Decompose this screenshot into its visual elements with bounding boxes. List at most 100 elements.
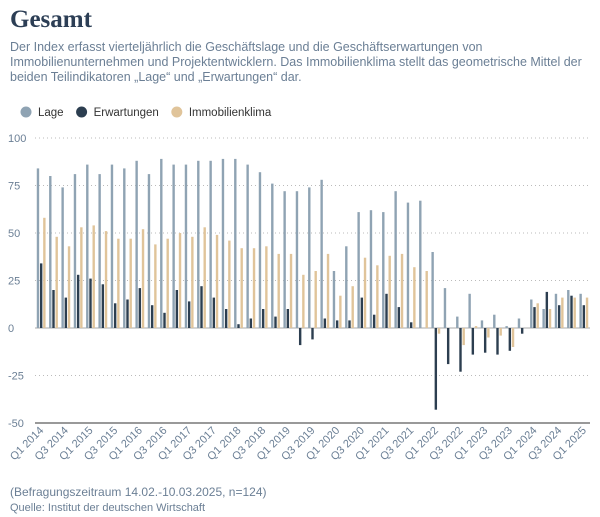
bar	[55, 236, 58, 328]
bar	[271, 183, 274, 328]
bar	[425, 271, 428, 328]
bar	[215, 234, 219, 328]
bar	[126, 299, 129, 328]
y-tick-label: -50	[8, 418, 24, 430]
bar	[154, 244, 157, 328]
bar	[397, 307, 401, 328]
bar	[76, 274, 80, 328]
bar	[104, 231, 108, 328]
legend-marker	[20, 106, 32, 118]
bar	[351, 286, 354, 328]
bar	[459, 328, 462, 372]
chart-title: Gesamt	[10, 6, 92, 33]
bar	[258, 172, 262, 328]
bar	[209, 160, 212, 328]
bar	[67, 246, 71, 328]
bar	[323, 318, 327, 328]
bar	[61, 187, 64, 328]
bar	[277, 253, 280, 328]
bar	[224, 309, 228, 328]
bar	[314, 271, 317, 328]
bar	[311, 328, 314, 340]
bar	[302, 274, 305, 328]
bar	[376, 265, 379, 328]
bar	[163, 312, 166, 328]
bar	[237, 324, 240, 328]
bar	[474, 326, 478, 328]
bar	[409, 322, 413, 328]
bar	[246, 164, 249, 328]
y-tick-label: -25	[8, 371, 24, 383]
bar	[200, 286, 203, 328]
bar	[52, 290, 55, 328]
bar	[561, 297, 564, 328]
y-tick-label: 50	[8, 228, 20, 240]
bar	[274, 316, 277, 328]
bar	[184, 164, 188, 328]
bar	[585, 297, 589, 328]
bar	[582, 305, 586, 328]
bar	[203, 227, 206, 328]
subtitle: beiden Teilindikatoren „Lage“ und „Erwar…	[10, 70, 302, 84]
bar	[129, 238, 132, 328]
bar	[542, 309, 545, 328]
bar	[135, 160, 138, 328]
bar	[150, 305, 154, 328]
bar	[80, 227, 83, 328]
legend-label: Immobilienklima	[189, 107, 272, 119]
bar	[221, 158, 225, 328]
source: Quelle: Institut der deutschen Wirtschaf…	[10, 502, 206, 514]
bar	[43, 217, 46, 328]
bar	[446, 328, 450, 365]
bar	[483, 328, 487, 353]
bar	[348, 320, 351, 328]
bar	[175, 290, 179, 328]
bar	[308, 187, 311, 328]
bar	[283, 191, 286, 328]
bar	[517, 318, 521, 328]
bar	[570, 295, 573, 328]
subtitle: Der Index erfasst vierteljährlich die Ge…	[10, 40, 483, 54]
bar	[240, 248, 243, 328]
bar	[533, 307, 536, 328]
bar	[554, 293, 558, 328]
bar	[505, 326, 508, 328]
bar	[249, 318, 253, 328]
bar	[493, 314, 496, 328]
bar	[520, 328, 524, 334]
bar	[471, 328, 475, 355]
bar	[92, 225, 95, 328]
bar	[413, 267, 416, 328]
bar	[64, 297, 68, 328]
bar	[166, 238, 169, 328]
bar	[431, 252, 434, 328]
bar	[573, 297, 576, 328]
bar	[508, 328, 512, 351]
bar	[487, 328, 490, 338]
bar	[261, 309, 265, 328]
legend-marker	[171, 106, 183, 118]
bar	[138, 288, 142, 328]
bar	[335, 320, 339, 328]
bar	[147, 174, 151, 328]
bar	[557, 305, 561, 328]
bar	[345, 246, 348, 328]
y-tick-label: 75	[8, 181, 20, 193]
bar	[462, 328, 465, 346]
bar	[480, 320, 484, 328]
bar	[419, 200, 422, 328]
bar	[382, 212, 385, 328]
bar	[339, 295, 342, 328]
bar	[178, 233, 182, 328]
bar	[530, 299, 533, 328]
bar	[98, 174, 101, 328]
bar	[332, 271, 336, 328]
note: (Befragungszeitraum 14.02.-10.03.2025, n…	[10, 485, 267, 499]
legend-marker	[76, 106, 88, 118]
bar	[123, 168, 126, 328]
bar	[357, 212, 360, 328]
bar	[265, 246, 268, 328]
bar	[234, 158, 237, 328]
bar	[443, 288, 447, 328]
